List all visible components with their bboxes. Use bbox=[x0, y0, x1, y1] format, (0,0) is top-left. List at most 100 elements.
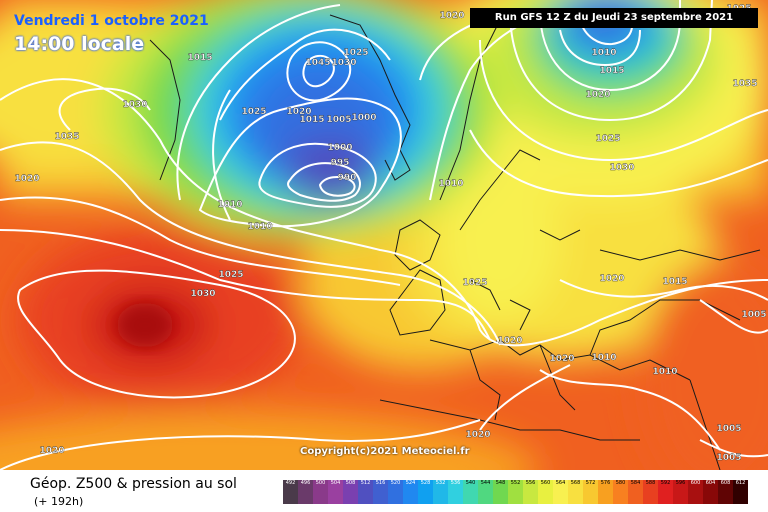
scale-value: 536 bbox=[450, 480, 461, 486]
scale-value: 528 bbox=[420, 480, 431, 486]
scale-swatch: 596 bbox=[673, 480, 688, 504]
scale-swatch: 612 bbox=[733, 480, 748, 504]
scale-value: 600 bbox=[690, 480, 701, 486]
scale-swatch: 608 bbox=[718, 480, 733, 504]
scale-value: 504 bbox=[330, 480, 341, 486]
scale-swatch: 600 bbox=[688, 480, 703, 504]
scale-value: 604 bbox=[705, 480, 716, 486]
isobar-label: 1030 bbox=[122, 100, 147, 110]
scale-value: 540 bbox=[465, 480, 476, 486]
scale-value: 548 bbox=[495, 480, 506, 486]
isobar-label: 1010 bbox=[247, 222, 272, 232]
scale-value: 564 bbox=[555, 480, 566, 486]
isobar-label: 990 bbox=[338, 173, 357, 183]
isobar-label: 1005 bbox=[716, 424, 741, 434]
scale-swatch: 588 bbox=[643, 480, 658, 504]
footer-title: Géop. Z500 & pression au sol bbox=[30, 476, 237, 492]
isobar-label: 1030 bbox=[331, 58, 356, 68]
isobar-label: 1010 bbox=[591, 48, 616, 58]
scale-swatch: 576 bbox=[598, 480, 613, 504]
isobar-label: 1030 bbox=[609, 163, 634, 173]
scale-value: 608 bbox=[720, 480, 731, 486]
scale-swatch: 496 bbox=[298, 480, 313, 504]
isobar-label: 1025 bbox=[595, 134, 620, 144]
isobar-label: 1020 bbox=[465, 430, 490, 440]
scale-value: 596 bbox=[675, 480, 686, 486]
scale-swatch: 592 bbox=[658, 480, 673, 504]
isobar-label: 1020 bbox=[39, 446, 64, 456]
run-info-banner: Run GFS 12 Z du Jeudi 23 septembre 2021 bbox=[470, 8, 758, 28]
scale-value: 492 bbox=[285, 480, 296, 486]
isobar-label: 1015 bbox=[187, 53, 212, 63]
isobar-label: 1015 bbox=[299, 115, 324, 125]
isobar-label: 1020 bbox=[14, 174, 39, 184]
scale-value: 516 bbox=[375, 480, 386, 486]
isobar-label: 1020 bbox=[439, 11, 464, 21]
scale-swatch: 556 bbox=[523, 480, 538, 504]
isobar-label: 1020 bbox=[497, 336, 522, 346]
isobar-label: 1035 bbox=[54, 132, 79, 142]
scale-swatch: 540 bbox=[463, 480, 478, 504]
scale-value: 556 bbox=[525, 480, 536, 486]
scale-value: 560 bbox=[540, 480, 551, 486]
forecast-local-time: 14:00 locale bbox=[14, 33, 145, 55]
isobar-label: 1020 bbox=[286, 107, 311, 117]
weather-map: 1020101010151020102510301035102510151030… bbox=[0, 0, 768, 470]
isobar-label: 1020 bbox=[585, 90, 610, 100]
scale-swatch: 492 bbox=[283, 480, 298, 504]
isobar-label: 1020 bbox=[599, 274, 624, 284]
scale-swatch: 516 bbox=[373, 480, 388, 504]
isobar-label: 1025 bbox=[241, 107, 266, 117]
scale-value: 520 bbox=[390, 480, 401, 486]
scale-value: 568 bbox=[570, 480, 581, 486]
scale-swatch: 508 bbox=[343, 480, 358, 504]
isobar-label: 1010 bbox=[652, 367, 677, 377]
forecast-date: Vendredi 1 octobre 2021 bbox=[14, 13, 209, 29]
scale-value: 612 bbox=[735, 480, 746, 486]
scale-swatch: 568 bbox=[568, 480, 583, 504]
scale-swatch: 580 bbox=[613, 480, 628, 504]
scale-swatch: 536 bbox=[448, 480, 463, 504]
scale-swatch: 512 bbox=[358, 480, 373, 504]
scale-value: 524 bbox=[405, 480, 416, 486]
copyright-notice: Copyright(c)2021 Meteociel.fr bbox=[300, 446, 470, 457]
scale-swatch: 552 bbox=[508, 480, 523, 504]
scale-value: 584 bbox=[630, 480, 641, 486]
isobar-label: 1005 bbox=[716, 453, 741, 463]
isobar-label: 1000 bbox=[351, 113, 376, 123]
isobar-label: 1015 bbox=[599, 66, 624, 76]
scale-swatch: 524 bbox=[403, 480, 418, 504]
footer-lead-time: (+ 192h) bbox=[34, 495, 84, 508]
isobar-label: 1005 bbox=[741, 310, 766, 320]
isobar-label: 1015 bbox=[662, 277, 687, 287]
scale-value: 572 bbox=[585, 480, 596, 486]
scale-value: 544 bbox=[480, 480, 491, 486]
isobar-label: 1030 bbox=[190, 289, 215, 299]
isobar-label: 1025 bbox=[343, 48, 368, 58]
isobar-label: 995 bbox=[331, 158, 350, 168]
map-footer: Géop. Z500 & pression au sol (+ 192h) 49… bbox=[0, 470, 768, 512]
isobar-label: 1020 bbox=[549, 354, 574, 364]
isobar-label: 1045 bbox=[305, 58, 330, 68]
isobar-label: 1005 bbox=[326, 115, 351, 125]
isobar-label: 1010 bbox=[217, 200, 242, 210]
scale-value: 500 bbox=[315, 480, 326, 486]
scale-value: 552 bbox=[510, 480, 521, 486]
scale-value: 496 bbox=[300, 480, 311, 486]
scale-swatch: 564 bbox=[553, 480, 568, 504]
scale-swatch: 520 bbox=[388, 480, 403, 504]
scale-swatch: 500 bbox=[313, 480, 328, 504]
scale-value: 532 bbox=[435, 480, 446, 486]
isobar-label: 1010 bbox=[591, 353, 616, 363]
isobar-label: 1035 bbox=[732, 79, 757, 89]
scale-value: 512 bbox=[360, 480, 371, 486]
isobar-label: 1010 bbox=[438, 179, 463, 189]
isobar-label: 1000 bbox=[327, 143, 352, 153]
scale-swatch: 572 bbox=[583, 480, 598, 504]
scale-value: 592 bbox=[660, 480, 671, 486]
scale-value: 508 bbox=[345, 480, 356, 486]
scale-value: 580 bbox=[615, 480, 626, 486]
geopotential-field: 1020101010151020102510301035102510151030… bbox=[0, 0, 768, 470]
scale-value: 588 bbox=[645, 480, 656, 486]
scale-swatch: 584 bbox=[628, 480, 643, 504]
